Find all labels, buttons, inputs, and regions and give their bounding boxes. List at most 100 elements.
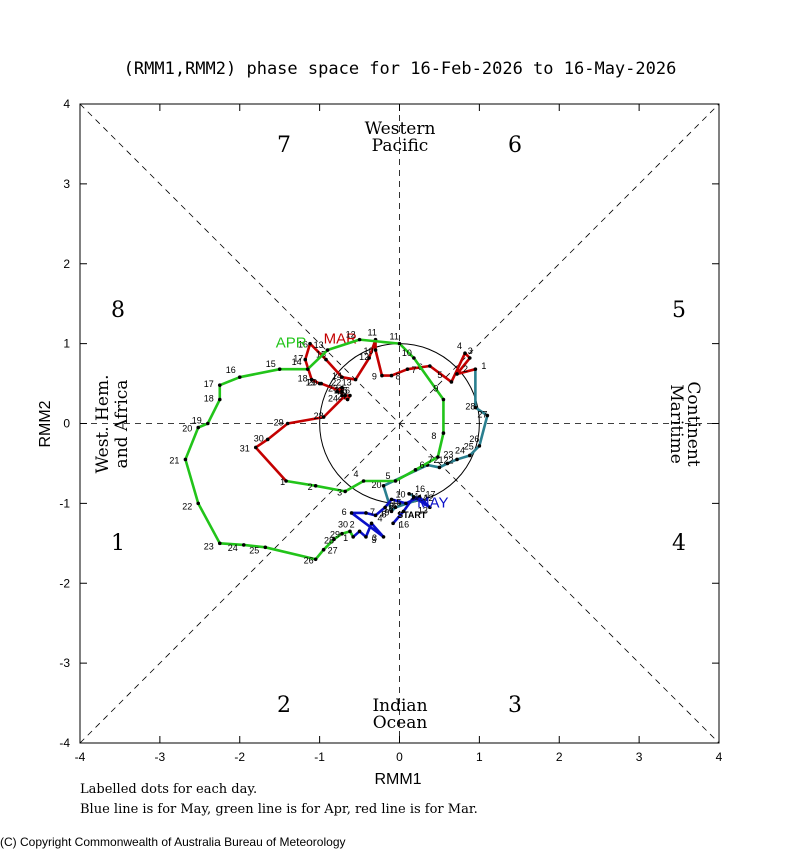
day-label: 10: [364, 346, 374, 356]
day-point: [345, 397, 350, 402]
day-point: [335, 389, 339, 394]
day-label: 8: [396, 372, 401, 382]
day-point: [343, 489, 347, 494]
day-point: [428, 364, 432, 368]
day-point: [321, 547, 326, 552]
day-label: 26: [469, 434, 479, 444]
day-label: 30: [254, 433, 264, 443]
day-label: 14: [332, 371, 342, 381]
indian-ocean-line1: Indian: [372, 696, 427, 716]
day-label: 12: [346, 330, 356, 340]
start-label: START: [397, 510, 427, 520]
day-label: 2: [463, 364, 468, 374]
day-point: [473, 405, 478, 410]
month-label-may: MAY: [417, 494, 448, 511]
day-label: 4: [457, 341, 462, 351]
day-point: [206, 421, 210, 426]
day-point: [263, 545, 268, 550]
day-point: [477, 444, 482, 448]
day-label: 23: [443, 449, 453, 459]
day-point: [305, 367, 310, 371]
day-point: [309, 377, 314, 382]
day-label: 17: [425, 489, 435, 499]
day-point: [313, 484, 318, 488]
day-point: [353, 377, 358, 382]
day-label: 28: [465, 402, 475, 412]
day-point: [381, 484, 386, 488]
phase-2-label: 2: [277, 693, 291, 718]
day-label: 25: [338, 386, 348, 396]
day-label: 23: [328, 384, 338, 394]
y-axis-label: RMM2: [37, 400, 54, 447]
day-point: [393, 479, 398, 483]
y-tick-label: 0: [63, 417, 70, 431]
y-tick-label: -4: [59, 736, 70, 750]
day-label: 4: [378, 513, 383, 523]
day-point: [441, 431, 446, 435]
phase-labels: 1 2 3 4 5 6 7 8: [111, 133, 686, 718]
day-label: 25: [464, 441, 474, 451]
day-point: [397, 341, 402, 346]
x-tick-label: 2: [556, 750, 563, 764]
day-label: 21: [334, 386, 344, 396]
day-label: 11: [368, 328, 377, 338]
series-line-may: [350, 495, 432, 539]
phase-4-label: 4: [672, 531, 686, 556]
day-point: [348, 529, 352, 534]
day-label: 21: [433, 455, 443, 465]
day-point: [351, 535, 355, 539]
day-label: 10: [396, 489, 406, 499]
copyright-text: (C) Copyright Commonwealth of Australia …: [0, 835, 346, 849]
x-tick-label: 1: [476, 750, 483, 764]
day-label: 28: [324, 535, 334, 545]
day-point: [241, 543, 246, 547]
day-label: 20: [182, 423, 192, 433]
day-point: [340, 375, 344, 379]
y-tick-label: 1: [63, 337, 70, 351]
day-point: [349, 511, 354, 515]
day-point: [340, 389, 344, 394]
day-label: 5: [437, 370, 442, 380]
day-point: [405, 367, 410, 371]
day-point: [473, 367, 478, 371]
phase-7-label: 7: [277, 133, 291, 158]
day-label: 29: [274, 418, 284, 428]
day-label: 18: [204, 394, 214, 404]
day-point: [449, 380, 454, 384]
day-point: [340, 385, 344, 390]
day-point: [361, 479, 366, 483]
maritime-continent-line2: Continent: [683, 381, 703, 466]
y-tick-label: -2: [59, 576, 70, 590]
day-point: [332, 537, 336, 542]
western-pacific-line1: Western: [365, 119, 436, 139]
day-point: [308, 341, 312, 346]
day-point: [217, 383, 222, 387]
day-label: 8: [382, 509, 387, 519]
phase-5-label: 5: [672, 298, 686, 323]
day-label: 22: [182, 501, 192, 511]
y-tick-label: -1: [59, 496, 70, 510]
day-point: [436, 455, 440, 459]
day-point: [324, 357, 328, 362]
day-point: [364, 511, 368, 515]
day-point: [321, 415, 326, 419]
y-tick-label: -3: [59, 656, 70, 670]
day-point: [455, 372, 459, 376]
day-point: [380, 373, 384, 378]
series-may: 12345678910111213141516MAY: [342, 489, 449, 545]
day-point: [343, 393, 347, 398]
day-label: 16: [226, 365, 236, 375]
day-point: [364, 535, 368, 539]
day-label: 20: [307, 378, 317, 388]
day-label: 15: [391, 497, 401, 507]
day-point: [277, 367, 282, 371]
day-label: 14: [418, 493, 428, 503]
day-point: [348, 393, 352, 398]
west-hem-africa-line1: West. Hem.: [93, 375, 113, 474]
day-point: [391, 521, 395, 526]
day-label: 23: [204, 541, 214, 551]
